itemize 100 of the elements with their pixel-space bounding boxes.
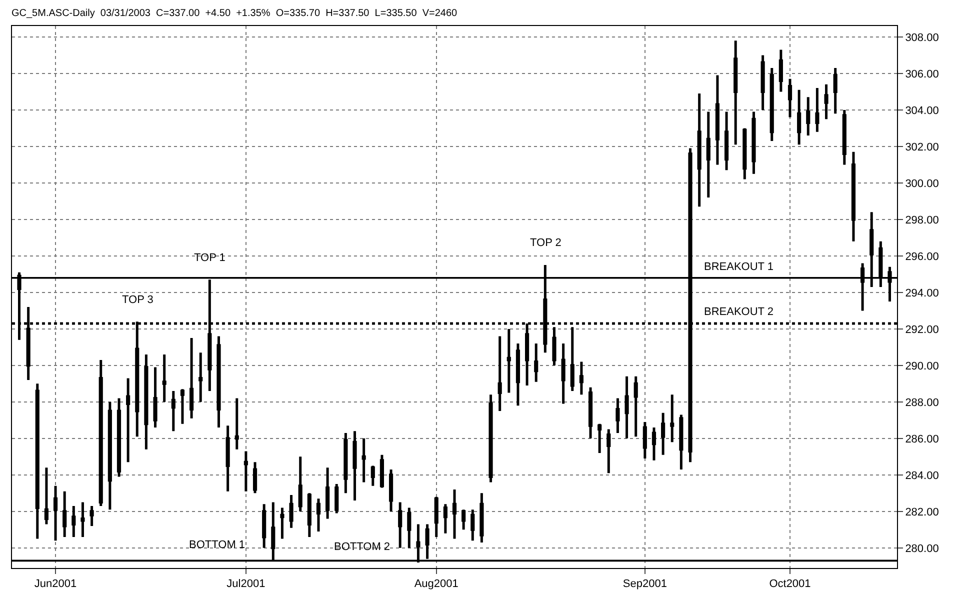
x-tick-label: Jun2001 — [34, 578, 77, 590]
candlestick — [778, 48, 783, 93]
y-tick-label: 280.00 — [905, 542, 939, 555]
candlestick — [734, 39, 738, 146]
candlestick — [670, 393, 674, 444]
candlestick — [661, 412, 666, 456]
y-tick-label: 286.00 — [905, 433, 939, 446]
candlestick — [234, 397, 239, 451]
annotation: BOTTOM 1 — [189, 539, 246, 551]
candlestick — [244, 450, 248, 493]
candlestick — [434, 496, 438, 538]
annotation: TOP 3 — [122, 294, 154, 306]
candlestick — [53, 484, 58, 542]
candlestick — [770, 66, 774, 142]
candlestick — [443, 502, 448, 535]
candlestick — [552, 326, 556, 367]
candlestick — [642, 420, 647, 460]
candlestick — [162, 353, 166, 404]
candlestick — [80, 501, 85, 538]
candlestick — [742, 126, 747, 181]
candlestick — [108, 400, 112, 511]
y-tick-label: 290.00 — [905, 360, 939, 372]
candlestick — [462, 508, 466, 531]
y-tick-label: 298.00 — [905, 214, 939, 226]
candlestick — [679, 413, 684, 471]
candlestick — [190, 336, 194, 420]
candlestick — [488, 393, 493, 484]
candlestick — [334, 482, 339, 514]
y-tick-label: 294.00 — [905, 287, 939, 300]
x-tick-label: Jul2001 — [226, 578, 266, 590]
annotation: TOP 1 — [194, 252, 226, 264]
candlestick — [352, 430, 357, 502]
candlestick — [380, 454, 384, 489]
candlestick — [561, 342, 566, 406]
candlestick — [252, 460, 258, 494]
candlestick — [72, 504, 76, 538]
y-tick-label: 300.00 — [905, 178, 939, 190]
candlestick — [624, 375, 629, 440]
candlestick — [534, 342, 538, 384]
candlestick — [35, 382, 40, 540]
candlestick — [153, 366, 158, 429]
candlestick — [815, 86, 820, 134]
chart-title: GC_5M.ASC-Daily 03/31/2003 C=337.00 +4.50 +1.35% O=335.70 H=337.50 L=335.50 V=2460 — [12, 8, 458, 20]
candlestick — [326, 466, 330, 520]
candlestick — [370, 464, 375, 488]
candlestick — [171, 390, 176, 432]
candlestick — [851, 150, 856, 243]
candlestick — [516, 342, 520, 407]
candlestick — [90, 504, 94, 528]
candlestick — [62, 490, 67, 538]
y-tick-label: 284.00 — [905, 470, 939, 482]
candlestick — [262, 502, 266, 550]
candlestick — [598, 422, 602, 454]
candlestick — [116, 397, 122, 478]
candlestick — [226, 424, 230, 493]
y-tick-label: 304.00 — [905, 104, 939, 117]
y-tick-label: 306.00 — [905, 68, 939, 80]
candlestick — [760, 54, 765, 112]
ref-line-label: BREAKOUT 2 — [704, 306, 774, 318]
candlestick — [570, 326, 574, 392]
y-tick-label: 296.00 — [905, 250, 939, 263]
candlestick — [579, 360, 584, 396]
x-tick-label: Sep2001 — [622, 578, 667, 590]
candlestick — [280, 506, 284, 540]
y-tick-label: 282.00 — [905, 506, 939, 518]
candlestick — [498, 334, 502, 412]
candlestick — [180, 388, 185, 426]
candlestick — [289, 494, 294, 530]
candlestick — [824, 83, 828, 120]
candlestick — [316, 497, 321, 533]
candlestick — [298, 455, 302, 513]
x-tick-label: Aug2001 — [414, 578, 458, 590]
candlestick — [506, 328, 511, 394]
candlestick — [344, 432, 348, 494]
x-tick-label: Oct2001 — [769, 578, 811, 590]
candlestick — [144, 353, 148, 451]
candlestick — [715, 74, 720, 166]
y-tick-label: 288.00 — [905, 396, 939, 409]
ref-line-label: BREAKOUT 1 — [704, 261, 774, 273]
candlestick — [44, 466, 48, 526]
candlestick — [697, 92, 702, 208]
candlestick — [126, 376, 130, 464]
candlestick — [842, 108, 846, 166]
candlestick — [606, 428, 611, 474]
candlestick — [407, 506, 412, 550]
candlestick — [706, 110, 710, 199]
candlestick — [216, 334, 221, 429]
candlestick — [362, 437, 366, 484]
candlestick — [616, 397, 620, 434]
candlestick — [452, 488, 457, 540]
candlestick — [388, 468, 394, 513]
candlestick — [797, 88, 802, 146]
candlestick — [788, 78, 792, 118]
candlestick — [307, 492, 312, 538]
candlestick — [98, 358, 103, 508]
candlestick — [398, 501, 402, 550]
annotation: BOTTOM 2 — [334, 541, 390, 553]
y-tick-label: 302.00 — [905, 141, 939, 154]
y-tick-label: 308.00 — [905, 32, 939, 44]
candlestick — [588, 386, 593, 440]
